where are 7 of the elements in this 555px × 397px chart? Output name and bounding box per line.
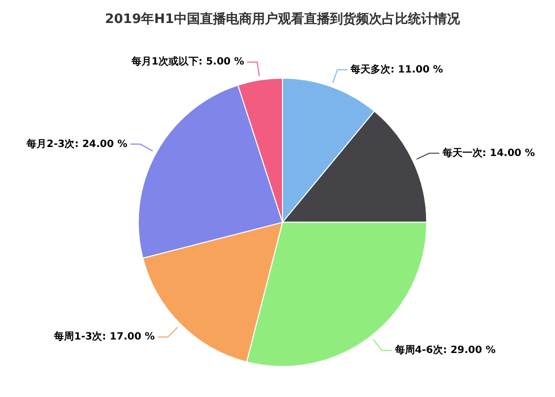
slice-label: 每天多次: 11.00 % [349, 63, 444, 76]
slice-label: 每周1-3次: 17.00 % [53, 330, 155, 343]
slice-label: 每月1次或以下: 5.00 % [130, 56, 244, 68]
slice-label: 每天一次: 14.00 % [441, 146, 535, 159]
chart-title: 2019年H1中国直播电商用户观看直播到货频次占比统计情况 [104, 11, 462, 28]
slice-label: 每周4-6次: 29.00 % [394, 344, 496, 356]
slice-label: 每月2-3次: 24.00 % [26, 138, 128, 150]
